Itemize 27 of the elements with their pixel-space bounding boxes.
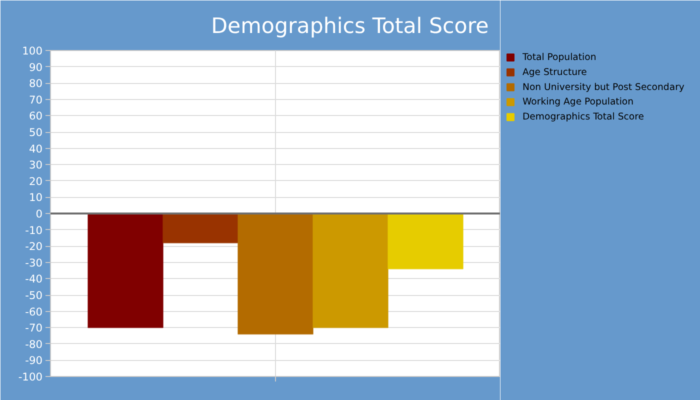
y-tick-label: -60 <box>25 305 43 318</box>
y-tick-label: 0 <box>36 208 43 220</box>
y-tick-label: 20 <box>28 174 43 188</box>
y-tick-label: -10 <box>25 224 43 237</box>
y-tick-label: 50 <box>28 126 43 139</box>
y-tick-label: 80 <box>28 77 43 90</box>
y-tick-label: -30 <box>25 256 43 270</box>
y-tick-label: -40 <box>25 272 43 286</box>
y-tick-label: 70 <box>28 93 43 106</box>
legend-label: Age Structure <box>522 66 588 78</box>
legend-label: Non University but Post Secondary <box>522 82 685 93</box>
y-tick-label: -90 <box>25 354 43 368</box>
legend-label: Total Population <box>522 52 596 63</box>
y-tick-label: -20 <box>25 240 43 254</box>
y-tick-label: -70 <box>25 322 43 335</box>
y-tick-label: -100 <box>18 370 43 384</box>
y-tick-label: 40 <box>28 142 43 156</box>
legend-label: Demographics Total Score <box>522 112 644 123</box>
y-tick-label: -50 <box>25 289 43 302</box>
y-tick-label: 30 <box>28 158 43 172</box>
y-tick-label: 10 <box>28 191 43 204</box>
y-tick-label: 60 <box>28 110 43 123</box>
chart-title: Demographics Total Score <box>211 14 489 39</box>
y-tick-label: -80 <box>25 338 43 351</box>
y-tick-label: 100 <box>22 44 43 58</box>
legend-label: Working Age Population <box>522 96 634 108</box>
y-tick-label: 90 <box>28 60 43 74</box>
